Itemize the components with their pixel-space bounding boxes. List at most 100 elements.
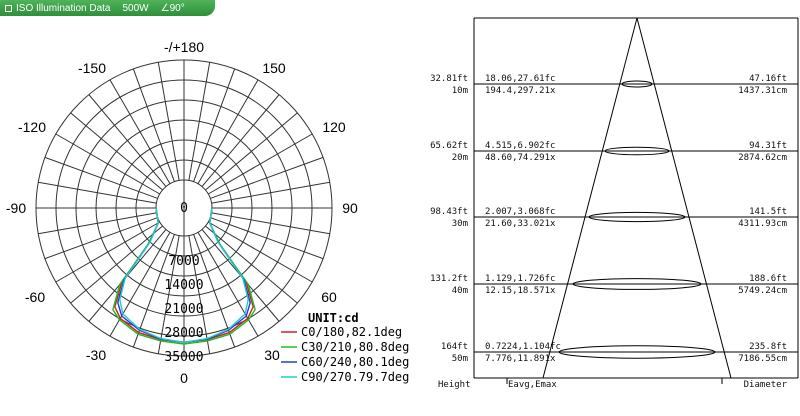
polar-spoke [70,112,163,191]
angle-label: -30 [86,347,106,363]
polar-spoke [210,156,324,199]
angle-label: 90 [342,200,358,216]
legend-entry: C30/210,80.8deg [301,340,409,354]
illuminance-lx-value: 7.776,11.891x [485,354,556,364]
diameter-ft-value: 94.31ft [749,141,787,151]
diameter-ft-value: 188.6ft [749,274,787,284]
diameter-cm-value: 7186.55cm [738,354,787,364]
illuminance-fc-value: 2.007,3.068fc [485,207,555,217]
polar-spoke [188,235,211,354]
data-icon [5,4,12,12]
height-ft-value: 164ft [441,342,468,352]
angle-label: -60 [25,289,45,305]
illuminance-fc-value: 0.7224,1.104fc [485,342,561,352]
beam-ellipse [558,345,716,359]
polar-spoke [205,112,298,191]
polar-spoke [207,133,313,195]
polar-spoke [55,221,161,283]
illuminance-fc-value: 18.06,27.61fc [485,74,555,84]
column-header-height: Height [438,380,471,390]
diameter-ft-value: 235.8ft [749,342,787,352]
diameter-ft-value: 141.5ft [749,207,787,217]
angle-label: -120 [18,119,46,135]
height-m-value: 50m [452,354,468,364]
beam-ellipse [604,146,670,156]
polar-spoke [132,68,175,182]
polar-spoke [132,234,175,348]
polar-spoke [38,212,157,235]
illuminance-lx-value: 12.15,18.571x [485,286,556,296]
intensity-tick-label: 35000 [164,350,203,365]
height-ft-value: 131.2ft [430,274,468,284]
legend-entry: C90/270.79.7deg [301,370,409,384]
polar-spoke [109,79,171,185]
angle-label: 150 [262,60,286,76]
angle-label: 60 [321,289,337,305]
polar-spoke [211,212,330,235]
angle-label: 120 [322,119,346,135]
height-m-value: 40m [452,286,468,296]
polar-spoke [193,234,236,348]
power-label: 500W [122,2,149,14]
polar-spoke [205,225,298,304]
polar-spoke [44,217,158,260]
angle-label: -90 [6,200,26,216]
header-tab[interactable]: ISO Illumination Data 500W ∠90° [0,0,215,16]
illuminance-lx-value: 48.60,74.291x [485,153,556,163]
polar-spoke [188,62,211,181]
polar-spoke [210,217,324,260]
diameter-cm-value: 5749.24cm [738,286,787,296]
height-ft-value: 32.81ft [430,74,468,84]
angle-label: 30 [264,347,280,363]
intensity-tick-label: 14000 [164,278,203,293]
polar-spoke [197,231,259,337]
polar-spoke [201,94,280,187]
polar-spoke [70,225,163,304]
unit-label: UNIT:cd [308,311,359,325]
polar-spoke [211,181,330,204]
polar-spoke [55,133,161,195]
height-m-value: 30m [452,219,468,229]
height-m-value: 20m [452,153,468,163]
column-header-diameter: Diameter [744,380,788,390]
diameter-ft-value: 47.16ft [749,74,787,84]
legend-entry: C0/180,82.1deg [301,325,402,339]
height-ft-value: 65.62ft [430,141,468,151]
polar-spoke [157,62,180,181]
diameter-cm-value: 4311.93cm [738,219,787,229]
angle-label: -150 [78,60,106,76]
beam-ellipse [588,211,686,223]
tab-title: ISO Illumination Data [16,2,111,14]
intensity-tick-label: 28000 [164,326,203,341]
polar-spoke [157,235,180,354]
beam-ellipse [572,278,702,290]
polar-spoke [88,94,167,187]
diameter-cm-value: 2874.62cm [738,153,787,163]
intensity-tick-label: 7000 [168,254,199,269]
angle-label: -/+180 [164,39,204,55]
illuminance-fc-value: 4.515,6.902fc [485,141,555,151]
beam-cone-edge [636,17,732,379]
beam-cone-edge [542,17,638,379]
illuminance-fc-value: 1.129,1.726fc [485,274,555,284]
polar-spoke [207,221,313,283]
angle-label: 0 [180,370,188,386]
polar-spoke [44,156,158,199]
column-header-illuminance: Eavg,Emax [508,380,557,390]
polar-spoke [38,181,157,204]
diameter-cm-value: 1437.31cm [738,86,787,96]
intensity-tick-label: 21000 [164,302,203,317]
polar-plot [35,59,333,357]
beam-angle-label: ∠90° [160,2,185,14]
illuminance-lx-value: 21.60,33.021x [485,219,556,229]
height-ft-value: 98.43ft [430,207,468,217]
intensity-tick-label: 0 [180,201,188,216]
height-m-value: 10m [452,86,468,96]
polar-spoke [109,231,171,337]
polar-spoke [193,68,236,182]
beam-ellipse [621,80,653,88]
polar-spoke [197,79,259,185]
illuminance-lx-value: 194.4,297.21x [485,86,556,96]
intensity-curve [119,207,249,344]
